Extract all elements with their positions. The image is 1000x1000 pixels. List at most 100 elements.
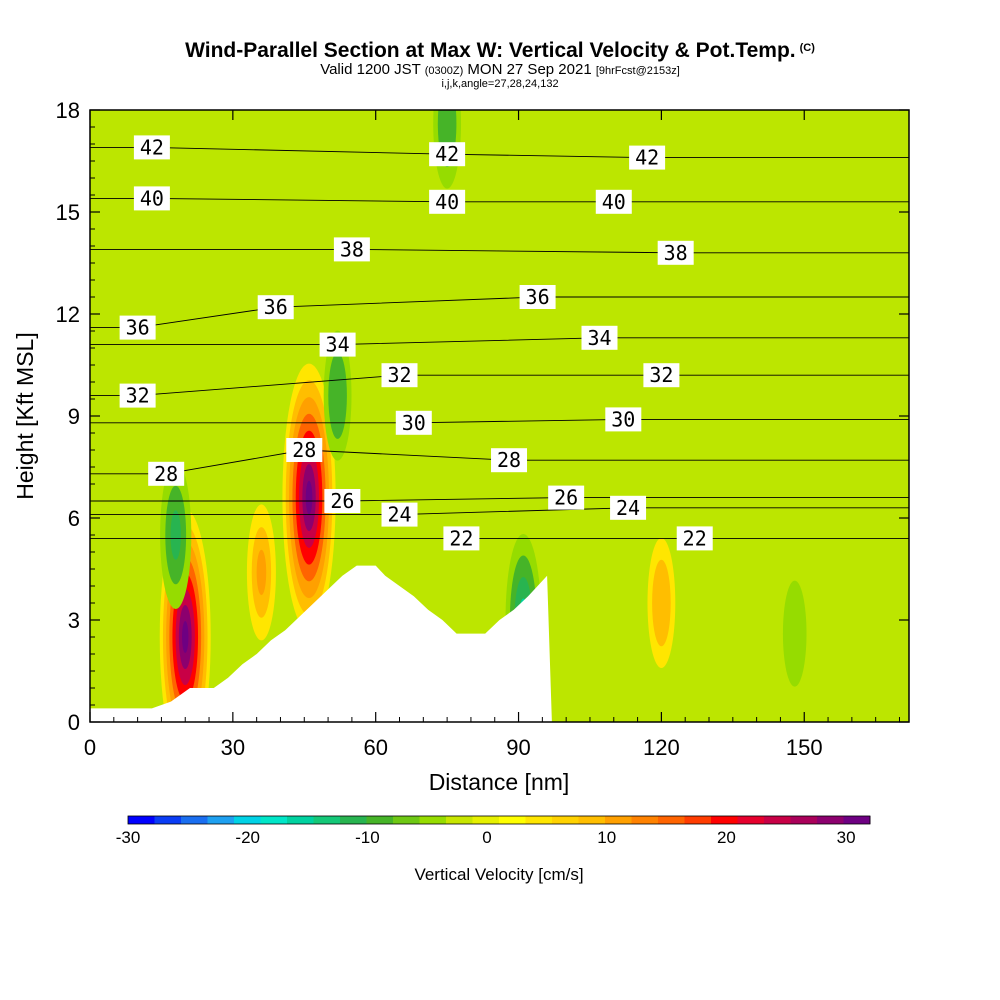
colorbar-swatch (525, 816, 553, 824)
contour-label: 34 (319, 332, 356, 357)
y-tick-label: 9 (68, 404, 80, 429)
contour-label-text: 40 (435, 190, 459, 214)
colorbar-tick-label: -10 (355, 828, 380, 847)
contour-label-box (429, 189, 466, 214)
contour-label-text: 40 (602, 190, 626, 214)
y-tick-label: 15 (56, 200, 80, 225)
contour-label-box (429, 142, 466, 167)
contour-label-text: 28 (497, 448, 521, 472)
velocity-feature (782, 580, 807, 687)
contour-label-text: 30 (402, 411, 426, 435)
colorbar-swatch (817, 816, 844, 824)
contour-label-text: 38 (664, 241, 688, 265)
colorbar-swatch (684, 816, 712, 824)
contour-label-text: 22 (449, 526, 473, 550)
chart-title-block: Wind-Parallel Section at Max W: Vertical… (0, 36, 1000, 90)
colorbar-tick-label: 30 (837, 828, 856, 847)
contour-label: 22 (676, 526, 713, 551)
contour-label-text: 34 (587, 326, 611, 350)
colorbar-tick-label: -20 (235, 828, 260, 847)
colorbar-swatch (658, 816, 685, 824)
contour-label: 42 (629, 145, 666, 170)
contour-label-box (676, 526, 713, 551)
velocity-level (656, 581, 667, 625)
isentrope-line (90, 497, 909, 502)
colorbar-swatch (287, 816, 314, 824)
contour-label-text: 42 (140, 135, 164, 159)
colorbar-swatch (181, 816, 208, 824)
contour-label-text: 30 (611, 407, 635, 431)
contour-label: 24 (381, 503, 418, 527)
contour-label-box (443, 526, 480, 551)
contour-label-box (119, 315, 156, 340)
isentrope-line (90, 337, 909, 346)
contour-label: 40 (595, 189, 632, 214)
colorbar-swatch (207, 816, 235, 824)
contour-label: 28 (148, 461, 185, 486)
chart-title-text: Wind-Parallel Section at Max W: Vertical… (185, 39, 796, 62)
contour-label-box (657, 240, 694, 265)
contour-label: 32 (381, 363, 418, 388)
contour-label-text: 22 (683, 526, 707, 550)
contour-label-text: 28 (154, 462, 178, 486)
contour-label-box (581, 325, 618, 350)
colorbar-tick-label: 20 (717, 828, 736, 847)
contour-label-box (133, 186, 170, 211)
colorbar-swatch (578, 816, 606, 824)
contour-label: 28 (286, 438, 323, 462)
colorbar-swatch (790, 816, 818, 824)
contour-label-box (257, 295, 294, 320)
contour-label-box (319, 332, 356, 357)
isentrope-line (90, 248, 909, 254)
contour-label-text: 24 (387, 503, 411, 527)
contour-label: 26 (548, 485, 585, 510)
contour-label-text: 36 (526, 285, 550, 309)
colorbar-swatch (764, 816, 791, 824)
contour-label: 38 (333, 237, 370, 262)
chart-title: Wind-Parallel Section at Max W: Vertical… (0, 36, 1000, 63)
contour-label-box (629, 145, 666, 170)
contour-label: 32 (643, 363, 680, 388)
isentrope-line (90, 418, 909, 424)
x-axis: 0 30 60 90 120 150 (84, 110, 900, 760)
colorbar-tick-label: -30 (116, 828, 141, 847)
contour-label-box (548, 485, 585, 510)
y-axis-title: Height [Kft MSL] (12, 332, 38, 499)
contour-label-text: 42 (635, 146, 659, 170)
velocity-level (788, 607, 801, 661)
y-tick-label: 6 (68, 506, 80, 531)
contour-label-text: 28 (292, 438, 316, 462)
contour-label-text: 26 (554, 486, 578, 510)
colorbar-tick-label: 0 (482, 828, 491, 847)
velocity-feature (433, 110, 462, 189)
contour-label-box (643, 363, 680, 388)
colorbar-swatch (128, 816, 155, 824)
velocity-feature (160, 461, 192, 609)
velocity-level (170, 510, 181, 560)
colorbar: -30 -20 -10 0 10 20 30 (116, 815, 871, 847)
colorbar-swatch (234, 816, 261, 824)
x-tick-label: 30 (221, 735, 245, 760)
colorbar-swatch (154, 816, 182, 824)
subtitle-date: MON 27 Sep 2021 (467, 61, 592, 78)
colorbar-swatch (260, 816, 288, 824)
velocity-feature (647, 538, 676, 668)
contour-label: 32 (119, 383, 156, 408)
terrain-mask (90, 565, 909, 722)
y-tick-label: 12 (56, 302, 80, 327)
colorbar-swatch (472, 816, 500, 824)
x-axis-title: Distance [nm] (429, 769, 570, 795)
colorbar-swatch (393, 816, 420, 824)
colorbar-swatch (711, 816, 738, 824)
contour-label-text: 32 (649, 363, 673, 387)
velocity-feature (246, 504, 276, 641)
contour-label-text: 42 (435, 142, 459, 166)
colorbar-swatch (605, 816, 632, 824)
contour-label: 40 (429, 189, 466, 214)
contour-label: 30 (605, 407, 642, 432)
contour-label-box (491, 448, 528, 473)
colorbar-swatch (631, 816, 659, 824)
x-tick-label: 150 (786, 735, 823, 760)
